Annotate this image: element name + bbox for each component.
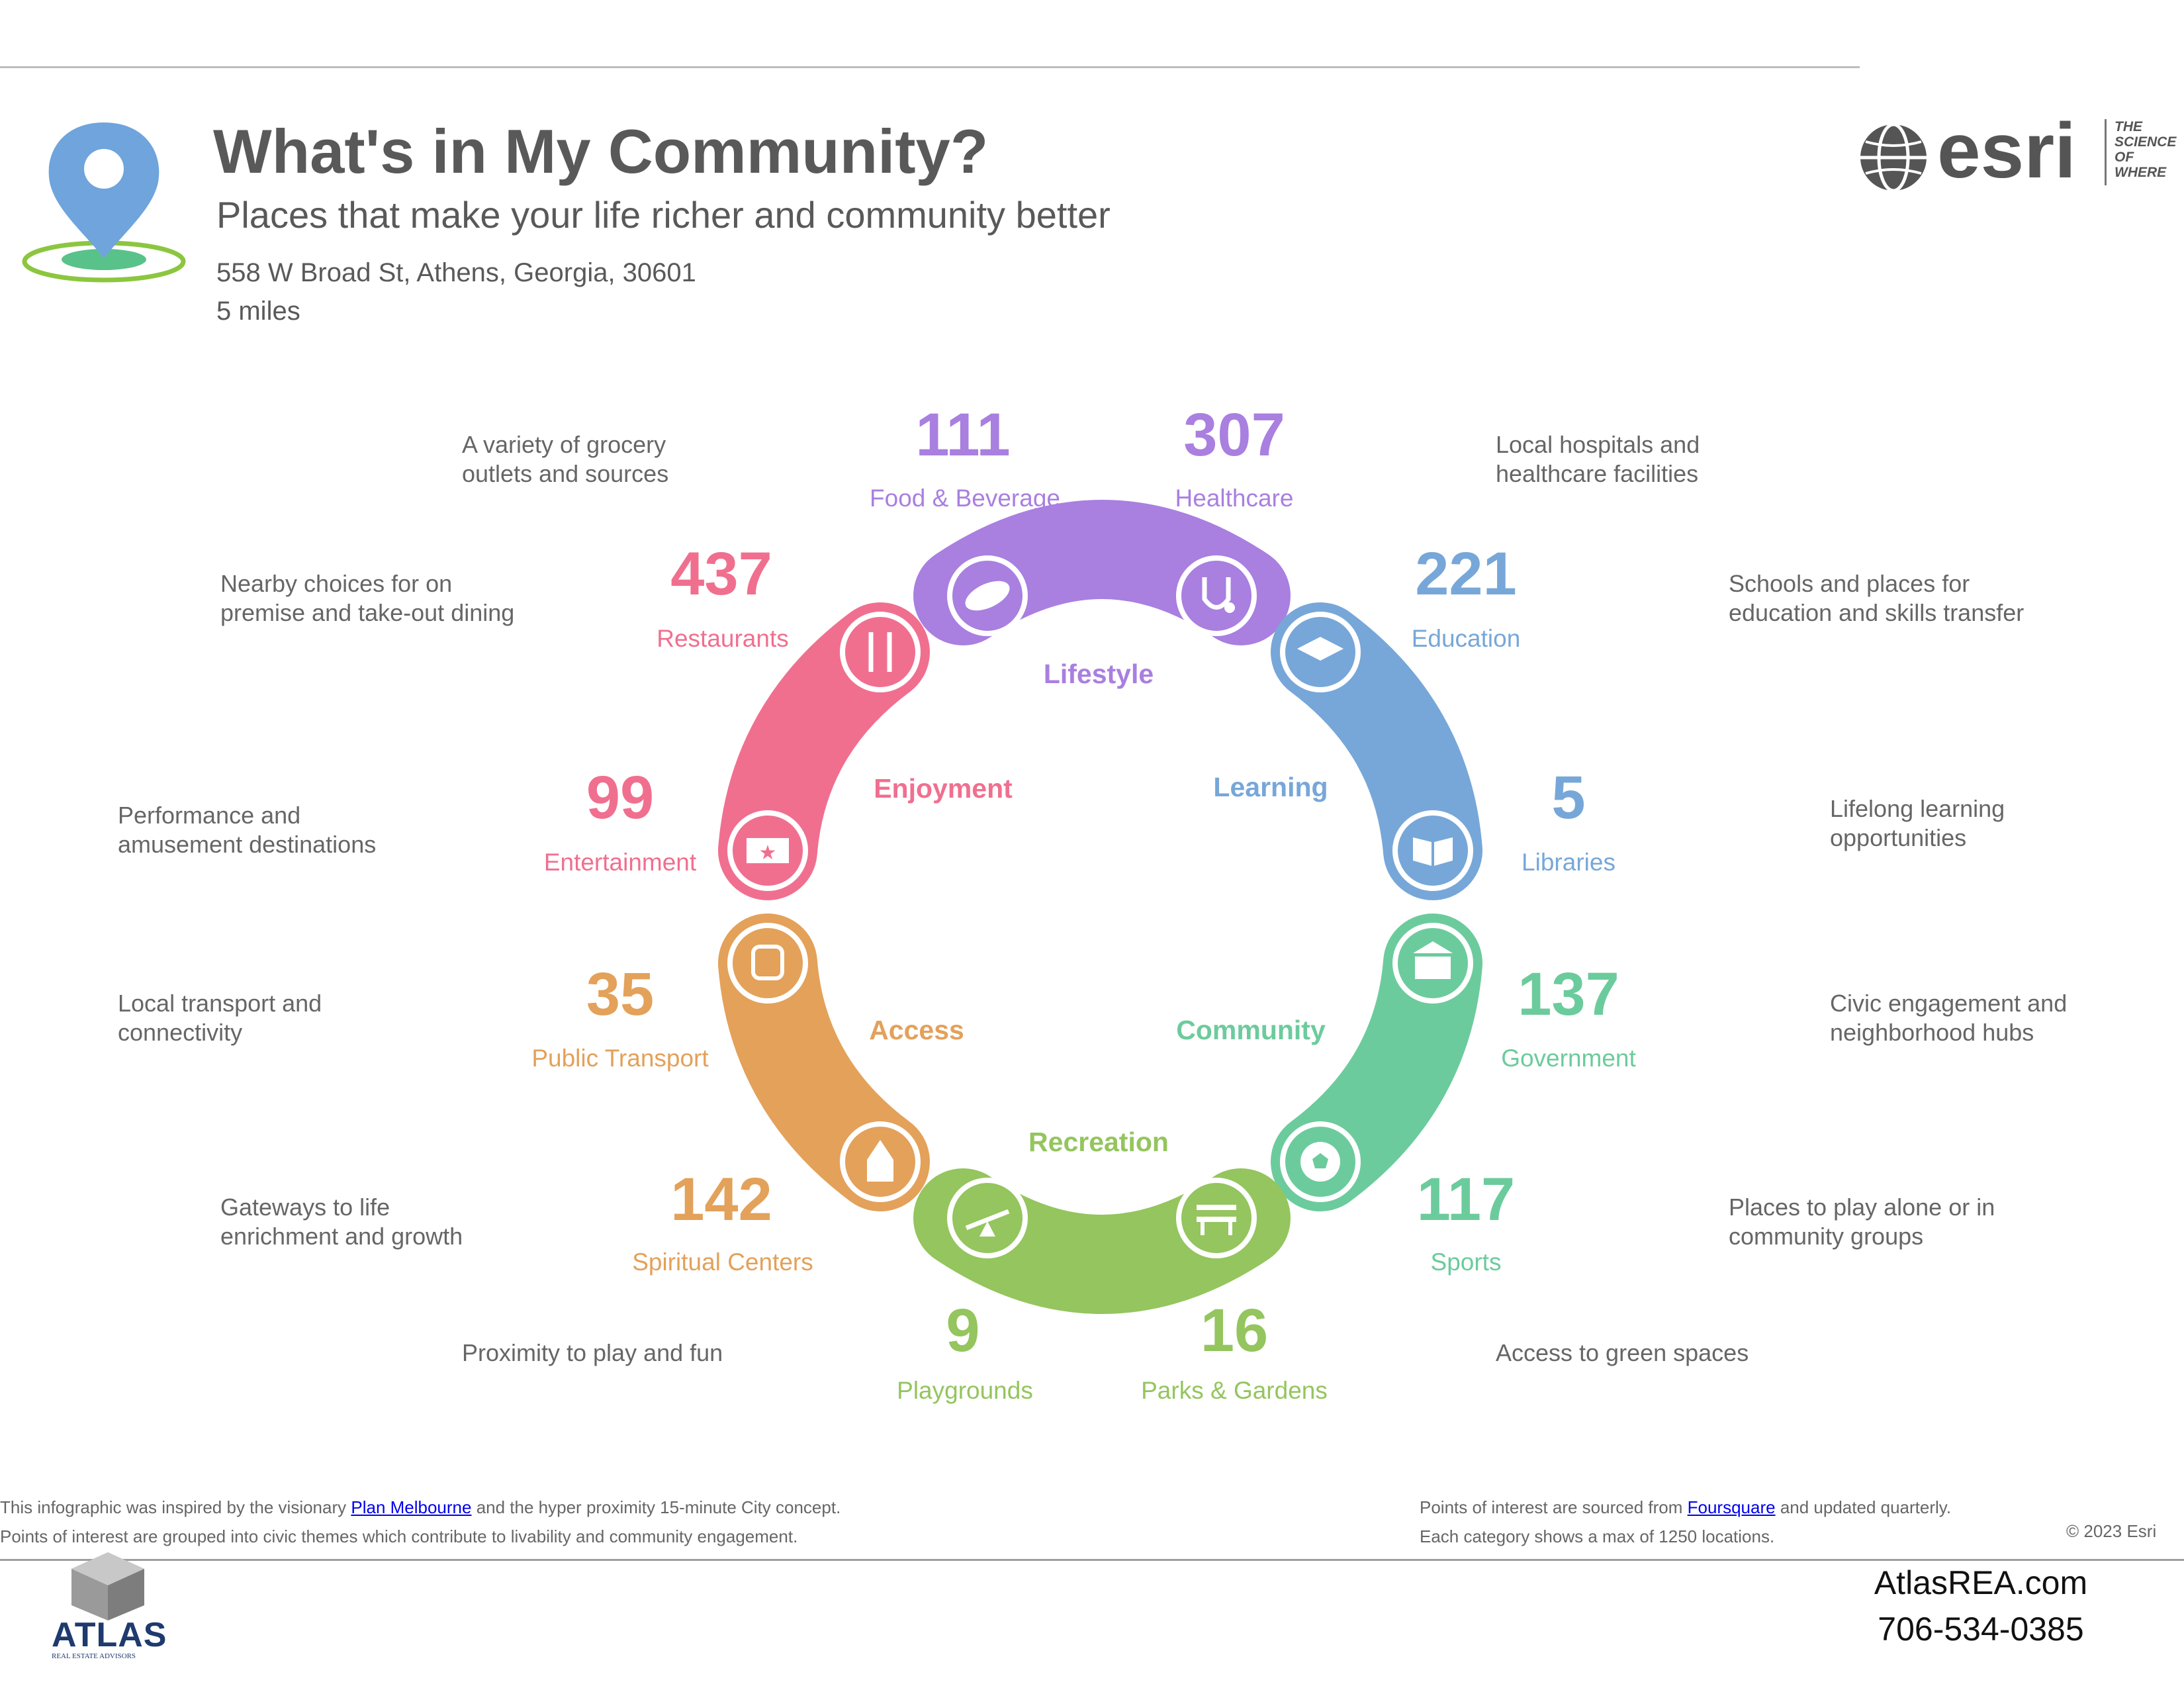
plan-melbourne-link[interactable]: Plan Melbourne <box>351 1497 472 1517</box>
graduation-cap-icon <box>1280 612 1361 692</box>
stethoscope-icon <box>1176 555 1257 636</box>
bread-icon <box>947 555 1028 636</box>
theme-recreation: Recreation <box>1028 1127 1169 1157</box>
transport-label: Public Transport <box>531 1045 709 1072</box>
atlas-subtitle: REAL ESTATE ADVISORS <box>52 1652 136 1660</box>
footer-note-inspiration: This infographic was inspired by the vis… <box>0 1497 841 1517</box>
enjoyment-segment: ★ <box>718 602 930 900</box>
parks-label: Parks & Gardens <box>1141 1377 1328 1404</box>
ticket-icon: ★ <box>727 810 808 891</box>
esri-logo-divider <box>2105 119 2107 185</box>
esri-tagline: THE SCIENCE OF WHERE <box>2115 119 2177 180</box>
theme-community: Community <box>1176 1015 1326 1045</box>
theme-learning: Learning <box>1213 772 1328 802</box>
libraries-count: 5 <box>1551 764 1586 831</box>
learning-segment <box>1271 602 1482 900</box>
community-segment <box>1271 914 1482 1211</box>
healthcare-count: 307 <box>1183 401 1285 469</box>
education-description: Schools and places for education and skil… <box>1729 570 2025 626</box>
footer-note-max: Each category shows a max of 1250 locati… <box>1420 1526 1775 1546</box>
footer-note-grouping: Points of interest are grouped into civi… <box>0 1526 798 1546</box>
phone: 706-534-0385 <box>1878 1611 2084 1648</box>
page-title: What's in My Community? <box>213 117 989 186</box>
entertainment-count: 99 <box>586 764 655 831</box>
sports-label: Sports <box>1430 1248 1502 1276</box>
atlas-wordmark: ATLAS <box>52 1616 167 1654</box>
foursquare-link[interactable]: Foursquare <box>1687 1497 1776 1517</box>
entertainment-label: Entertainment <box>543 849 697 876</box>
esri-wordmark: esri <box>1937 107 2076 195</box>
theme-enjoyment: Enjoyment <box>874 773 1013 804</box>
government-building-icon <box>1392 923 1473 1004</box>
train-icon <box>727 923 808 1004</box>
parks-description: Access to green spaces <box>1496 1339 1749 1366</box>
lifestyle-segment <box>913 500 1291 645</box>
theme-access: Access <box>869 1015 964 1045</box>
restaurants-description: Nearby choices for on premise and take-ou… <box>220 570 515 626</box>
radius: 5 miles <box>216 297 300 326</box>
location-pin-icon <box>22 122 186 283</box>
fork-knife-icon <box>840 612 921 692</box>
website: AtlasREA.com <box>1874 1564 2088 1601</box>
address: 558 W Broad St, Athens, Georgia, 30601 <box>216 258 696 287</box>
top-divider <box>0 66 1860 68</box>
healthcare-description: Local hospitals and healthcare facilities <box>1496 431 1700 487</box>
restaurants-label: Restaurants <box>657 625 789 652</box>
playgrounds-label: Playgrounds <box>897 1377 1033 1404</box>
education-count: 221 <box>1415 540 1517 608</box>
copyright: © 2023 Esri <box>2066 1521 2157 1541</box>
access-segment <box>718 914 930 1211</box>
spiritual-count: 142 <box>670 1166 772 1233</box>
sports-count: 117 <box>1416 1166 1516 1233</box>
libraries-label: Libraries <box>1522 849 1615 876</box>
libraries-description: Lifelong learning opportunities <box>1830 795 2005 851</box>
spiritual-label: Spiritual Centers <box>632 1248 813 1276</box>
parks-count: 16 <box>1200 1297 1269 1364</box>
book-icon <box>1392 810 1473 891</box>
recreation-segment <box>913 1168 1291 1314</box>
food-count: 111 <box>915 401 1011 469</box>
playgrounds-description: Proximity to play and fun <box>462 1339 723 1366</box>
park-bench-icon <box>1176 1178 1257 1258</box>
education-label: Education <box>1411 625 1521 652</box>
soccer-ball-icon <box>1280 1121 1361 1202</box>
government-description: Civic engagement and neighborhood hubs <box>1830 990 2068 1046</box>
cube-globe-icon <box>71 1552 144 1620</box>
esri-logo: esri THE SCIENCE OF WHERE <box>1856 107 2177 200</box>
sports-description: Places to play alone or in community grou… <box>1729 1194 1995 1250</box>
seesaw-icon <box>947 1178 1028 1258</box>
atlas-logo: ATLAS REAL ESTATE ADVISORS <box>45 1549 177 1665</box>
spiritual-description: Gateways to life enrichment and growth <box>220 1194 463 1250</box>
playgrounds-count: 9 <box>946 1297 980 1364</box>
transport-count: 35 <box>586 961 655 1028</box>
bottom-divider <box>0 1559 2184 1561</box>
entertainment-description: Performance and amusement destinations <box>118 802 377 858</box>
government-count: 137 <box>1518 961 1619 1028</box>
transport-description: Local transport and connectivity <box>118 990 322 1046</box>
svg-text:★: ★ <box>759 841 777 865</box>
church-icon <box>840 1121 921 1202</box>
globe-icon <box>1860 122 1927 193</box>
government-label: Government <box>1501 1045 1636 1072</box>
food-description: A variety of grocery outlets and sources <box>462 431 669 487</box>
healthcare-label: Healthcare <box>1175 485 1294 512</box>
restaurants-count: 437 <box>670 540 772 608</box>
theme-lifestyle: Lifestyle <box>1043 659 1154 689</box>
footer-note-source: Points of interest are sourced from Four… <box>1420 1497 1952 1517</box>
food-label: Food & Beverage <box>870 485 1060 512</box>
page-subtitle: Places that make your life richer and co… <box>216 194 1111 236</box>
